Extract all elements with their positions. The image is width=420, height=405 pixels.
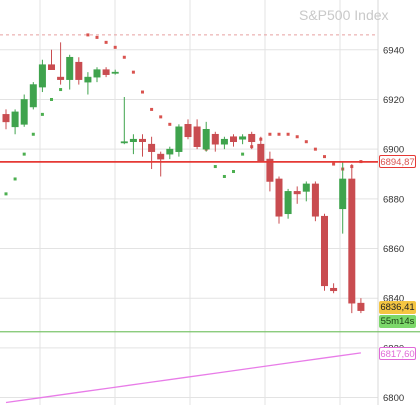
sar-dot <box>86 33 90 37</box>
sar-dot <box>141 90 144 94</box>
sar-dot <box>295 135 299 139</box>
candle-down <box>184 124 192 138</box>
y-tick-label: 6860 <box>383 244 404 255</box>
candle-down <box>75 61 83 80</box>
chart-title: S&P500 Index <box>299 7 389 23</box>
sar-dot <box>50 97 53 101</box>
candle-up <box>220 138 228 145</box>
sar-dot <box>59 88 63 92</box>
candle-up <box>284 191 292 215</box>
candle-up <box>111 71 119 74</box>
sar-dot <box>150 107 154 111</box>
sar-dot <box>213 165 217 169</box>
sar-dot <box>40 112 44 116</box>
candle-down <box>148 143 156 152</box>
candle-down <box>320 215 328 287</box>
sar-dot <box>4 192 8 196</box>
candle-up <box>20 99 28 125</box>
candle-down <box>211 133 219 145</box>
sar-dot <box>304 140 308 144</box>
candle-up <box>339 178 347 210</box>
sar-dot <box>13 177 17 181</box>
candle-down <box>266 158 274 182</box>
candle-down <box>157 153 165 160</box>
sar-dot <box>31 132 35 136</box>
candle-down <box>47 64 55 70</box>
candle-down <box>193 126 201 147</box>
candle-down <box>102 69 110 75</box>
sar-dot <box>113 45 117 49</box>
y-tick-label: 6800 <box>383 393 404 404</box>
sar-dot <box>323 155 326 159</box>
sar-dot <box>95 35 99 39</box>
candle-down <box>139 138 147 143</box>
y-tick-label: 6880 <box>383 194 404 205</box>
sar-dot <box>131 70 135 74</box>
candle-down <box>257 143 265 162</box>
y-tick-label: 6900 <box>383 145 404 156</box>
last-price-badge: 6836,41 <box>379 300 416 314</box>
candle-down <box>2 114 10 123</box>
sar-dot <box>222 174 226 178</box>
indicator-value-badge: 6817,60 <box>379 347 416 361</box>
candle-up <box>84 76 92 83</box>
candle-down <box>57 76 65 80</box>
sar-dot <box>268 132 272 136</box>
sar-dot <box>286 132 290 136</box>
candle-up <box>202 128 210 150</box>
sar-dot <box>232 170 235 174</box>
sar-dot <box>241 152 245 156</box>
candle-down <box>311 183 319 217</box>
sar-dot <box>332 162 336 166</box>
candle-up <box>38 64 46 88</box>
candle-up <box>166 148 174 155</box>
price-level-badge: 6894,87 <box>379 155 416 169</box>
candle-up <box>93 69 101 78</box>
sar-dot <box>277 132 281 136</box>
y-tick-label: 6920 <box>383 95 404 106</box>
candle-up <box>302 183 310 192</box>
candle-down <box>248 133 256 143</box>
candle-down <box>348 178 356 304</box>
candle-down <box>275 178 283 217</box>
sar-dot <box>168 122 172 126</box>
sar-dot <box>22 152 26 156</box>
candle-up <box>239 136 247 140</box>
sar-dot <box>122 55 126 59</box>
candle-up <box>66 56 74 80</box>
y-tick-label: 6940 <box>383 45 404 56</box>
sar-dot <box>104 40 108 44</box>
candle-down <box>293 191 301 195</box>
candle-up <box>129 138 137 143</box>
candle-down <box>230 136 238 143</box>
indicator-line <box>5 352 361 404</box>
candle-up <box>120 141 128 144</box>
sar-dot <box>313 147 317 151</box>
candle-down <box>357 302 365 311</box>
countdown-badge: 55m14s <box>379 314 416 328</box>
candle-up <box>175 126 183 152</box>
sar-dot <box>159 115 163 119</box>
candle-down <box>330 287 338 292</box>
candle-up <box>11 111 19 128</box>
y-tick-label: 6840 <box>383 294 404 305</box>
candle-up <box>29 84 37 108</box>
